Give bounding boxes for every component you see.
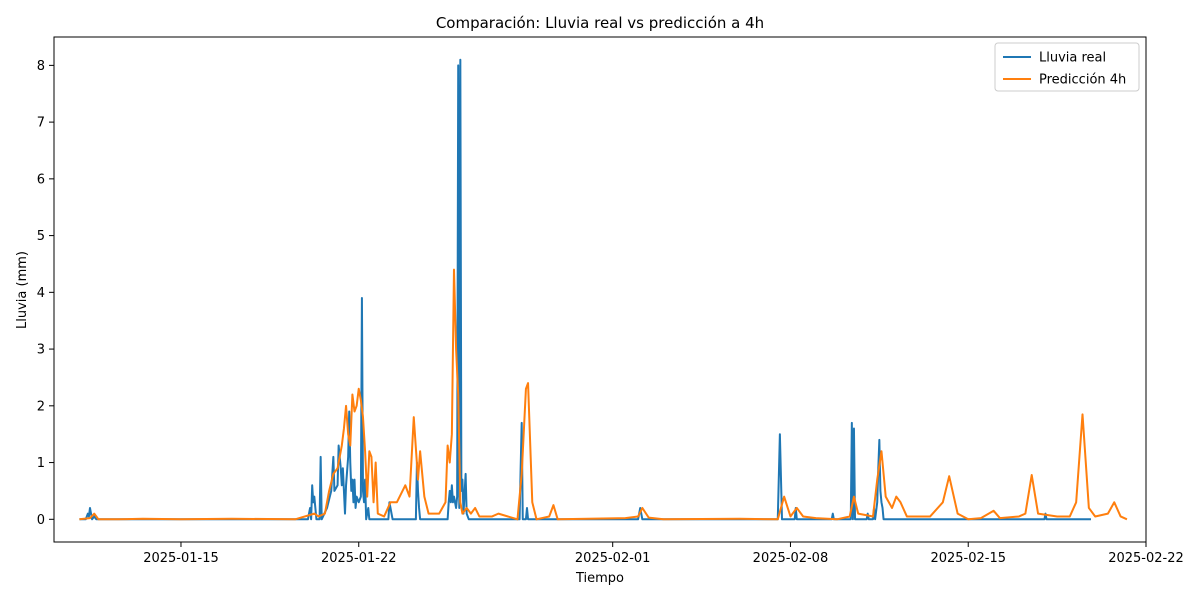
y-tick-label: 1 (37, 456, 45, 471)
y-tick-label: 5 (37, 229, 45, 244)
x-tick-label: 2025-02-22 (1108, 551, 1184, 566)
y-axis-label: Lluvia (mm) (15, 251, 30, 329)
y-tick-label: 0 (37, 513, 45, 528)
x-tick-label: 2025-02-15 (930, 551, 1006, 566)
y-tick-label: 6 (37, 172, 45, 187)
y-tick-label: 3 (37, 343, 45, 358)
chart-title: Comparación: Lluvia real vs predicción a… (436, 14, 764, 32)
y-axis: 0 1 2 3 4 5 6 7 8 (37, 59, 54, 528)
x-axis-label: Tiempo (575, 571, 624, 586)
x-tick-label: 2025-02-01 (575, 551, 651, 566)
y-tick-label: 2 (37, 399, 45, 414)
y-tick-label: 7 (37, 116, 45, 131)
x-tick-label: 2025-02-08 (753, 551, 829, 566)
axes-frame (53, 36, 1147, 543)
y-tick-label: 4 (37, 286, 45, 301)
legend: Lluvia real Predicción 4h (994, 42, 1140, 92)
legend-label: Lluvia real (1039, 51, 1106, 66)
legend-label: Predicción 4h (1039, 73, 1126, 88)
y-tick-label: 8 (37, 59, 45, 74)
series-line-prediccion-4h (79, 268, 1128, 521)
x-tick-label: 2025-01-15 (143, 551, 219, 566)
x-tick-label: 2025-01-22 (321, 551, 397, 566)
series-layer (79, 58, 1128, 521)
series-line-lluvia-real (79, 58, 1091, 521)
x-axis: 2025-01-15 2025-01-22 2025-02-01 2025-02-08… (143, 542, 1184, 566)
